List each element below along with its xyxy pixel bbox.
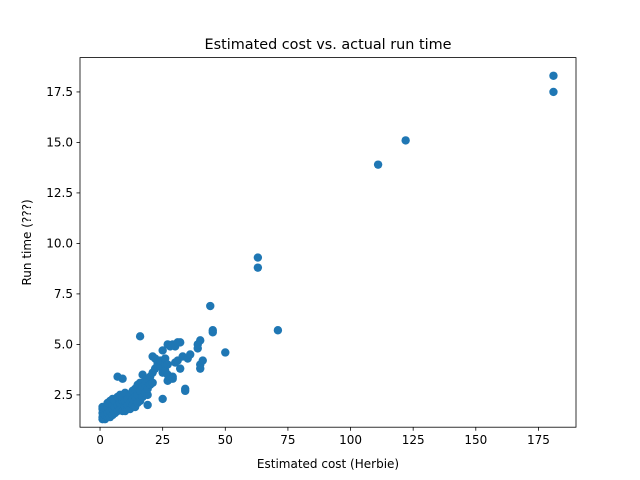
data-point bbox=[196, 336, 205, 345]
y-axis: 2.5 5.0 7.5 10.0 12.5 15.0 17.5 bbox=[46, 85, 80, 402]
data-point bbox=[221, 348, 230, 357]
chart-title: Estimated cost vs. actual run time bbox=[205, 37, 452, 53]
data-point bbox=[253, 253, 263, 262]
data-point bbox=[198, 356, 207, 365]
x-tick-label: 75 bbox=[280, 433, 295, 447]
data-point bbox=[143, 390, 152, 400]
y-tick-label: 15.0 bbox=[46, 136, 73, 150]
data-point bbox=[373, 160, 383, 169]
data-point bbox=[118, 374, 127, 383]
y-tick-label: 17.5 bbox=[46, 85, 73, 99]
y-tick-label: 10.0 bbox=[46, 237, 73, 251]
y-tick-label: 12.5 bbox=[46, 186, 73, 200]
data-point bbox=[158, 346, 167, 355]
x-axis-label: Estimated cost (Herbie) bbox=[257, 457, 399, 471]
x-tick-label: 50 bbox=[218, 433, 233, 447]
data-point bbox=[176, 338, 185, 347]
data-point bbox=[253, 263, 263, 272]
x-tick-label: 125 bbox=[402, 433, 425, 447]
data-point bbox=[401, 136, 410, 145]
y-tick-label: 7.5 bbox=[54, 287, 73, 301]
data-point bbox=[549, 87, 558, 97]
x-tick-label: 25 bbox=[155, 433, 170, 447]
data-point bbox=[148, 378, 157, 387]
data-points bbox=[98, 71, 558, 424]
data-point bbox=[273, 326, 283, 335]
y-axis-label: Run time (???) bbox=[20, 199, 34, 285]
y-tick-label: 2.5 bbox=[54, 388, 73, 402]
x-tick-label: 0 bbox=[96, 433, 104, 447]
data-point bbox=[176, 364, 185, 373]
x-tick-label: 100 bbox=[339, 433, 362, 447]
data-point bbox=[163, 360, 172, 369]
x-axis: 0 25 50 75 100 125 150 175 bbox=[96, 427, 550, 447]
x-tick-label: 150 bbox=[464, 433, 487, 447]
data-point bbox=[168, 374, 177, 383]
data-point bbox=[143, 400, 152, 410]
x-tick-label: 175 bbox=[527, 433, 550, 447]
data-point bbox=[181, 386, 190, 396]
data-point bbox=[208, 328, 217, 337]
data-point bbox=[135, 332, 145, 341]
y-tick-label: 5.0 bbox=[54, 338, 73, 352]
plot-frame bbox=[79, 57, 577, 428]
data-point bbox=[158, 394, 167, 404]
data-point bbox=[186, 350, 195, 359]
data-point bbox=[206, 301, 215, 311]
data-point bbox=[549, 71, 558, 80]
